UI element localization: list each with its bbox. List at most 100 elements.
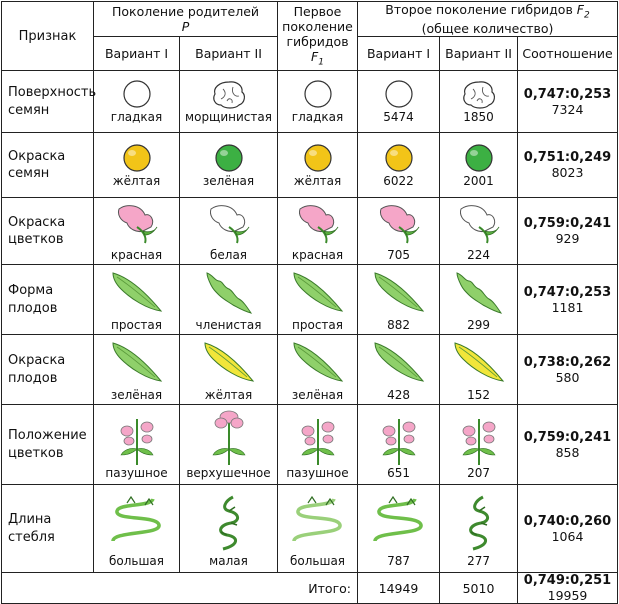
- ratio-value: 0,740:0,260: [523, 513, 612, 529]
- ratio-cell: 0,759:0,241 929: [517, 197, 619, 266]
- cell-label: 705: [387, 247, 410, 262]
- f2-variant2-cell: 207: [439, 404, 519, 486]
- f2-variant1-cell: 6022: [357, 132, 441, 199]
- header-f1-line1: Первое: [293, 4, 342, 19]
- seed-icon: [440, 79, 517, 109]
- pod-icon: [358, 337, 439, 387]
- feature-name: Окраска семян: [1, 132, 94, 199]
- f2-variant1-cell: 651: [357, 404, 441, 486]
- plant-icon: [180, 409, 277, 466]
- plant-icon: [440, 409, 517, 466]
- ratio-total: 858: [555, 444, 580, 460]
- ratio-total: 7324: [551, 101, 584, 117]
- feature-name: Окраска плодов: [1, 334, 94, 406]
- header-parents-symbol: P: [181, 19, 190, 35]
- cell-label: пазушное: [105, 466, 168, 481]
- flower-icon: [180, 201, 277, 247]
- ratio-cell: 0,747:0,253 1181: [517, 264, 619, 336]
- header-f2-symbol: F2: [576, 2, 590, 21]
- f1-cell: пазушное: [277, 404, 359, 486]
- cell-label: 224: [467, 247, 490, 262]
- parent-variant2-cell: жёлтая: [178, 334, 279, 406]
- feature-name: Окраска цветков: [1, 197, 94, 266]
- parent-variant1-cell: пазушное: [93, 404, 180, 486]
- parent-variant1-cell: жёлтая: [93, 132, 180, 199]
- plant-icon: [278, 409, 357, 466]
- seed-icon: [278, 143, 357, 173]
- parent-variant2-cell: верхушечное: [178, 404, 279, 486]
- header-f2-line1: Второе поколение гибридов: [385, 2, 573, 17]
- f1-cell: жёлтая: [277, 132, 359, 199]
- header-f2-variant2: Вариант II: [439, 36, 519, 72]
- ratio-cell: 0,747:0,253 7324: [517, 70, 619, 134]
- f2-variant1-cell: 705: [357, 197, 441, 266]
- total-f2-variant2: 5010: [439, 572, 519, 604]
- header-parent-variant2: Вариант II: [178, 36, 279, 72]
- plant-icon: [358, 409, 439, 466]
- cell-label: членистая: [195, 318, 262, 333]
- ratio-value: 0,738:0,262: [523, 354, 612, 370]
- f2-variant1-cell: 882: [357, 264, 441, 336]
- cell-label: 428: [387, 388, 410, 403]
- seed-icon: [180, 79, 277, 109]
- f1-cell: красная: [277, 197, 359, 266]
- ratio-total: 580: [555, 369, 580, 385]
- parent-variant2-cell: членистая: [178, 264, 279, 336]
- flower-icon: [440, 201, 517, 247]
- header-f1: Первое поколение гибридов F1: [277, 0, 359, 72]
- cell-label: 6022: [383, 173, 414, 188]
- ratio-value: 0,759:0,241: [523, 429, 612, 445]
- cell-label: 1850: [463, 110, 494, 125]
- parent-variant2-cell: белая: [178, 197, 279, 266]
- cell-label: простая: [111, 318, 162, 333]
- pod-icon: [180, 267, 277, 317]
- f1-cell: большая: [277, 484, 359, 574]
- f2-variant2-cell: 152: [439, 334, 519, 406]
- table-row: Окраска цветков красная белая красная 705 224…: [1, 197, 619, 266]
- cell-label: 651: [387, 466, 410, 481]
- header-f2: Второе поколение гибридов F2 (общее коли…: [357, 0, 619, 38]
- header-f1-symbol: F1: [311, 49, 324, 68]
- cell-label: пазушное: [286, 466, 349, 481]
- pod-icon: [440, 267, 517, 317]
- ratio-total: 929: [555, 231, 580, 247]
- cell-label: 207: [467, 466, 490, 481]
- ratio-value: 0,759:0,241: [523, 216, 612, 232]
- table-row: Поверхность семян гладкая морщинистая гладк…: [1, 70, 619, 134]
- cell-label: красная: [291, 247, 344, 262]
- total-row: Итого: 14949 5010 0,749:0,251 19959: [0, 572, 619, 604]
- pod-icon: [278, 267, 357, 317]
- flower-icon: [358, 201, 439, 247]
- seed-icon: [180, 143, 277, 173]
- cell-label: малая: [209, 554, 248, 569]
- table-row: Окраска семян жёлтая зелёная жёлтая 6022 2001…: [1, 132, 619, 199]
- cell-label: 299: [467, 318, 490, 333]
- cell-label: 882: [387, 318, 410, 333]
- cell-label: 152: [467, 388, 490, 403]
- pod-icon: [440, 337, 517, 387]
- ratio-value: 0,747:0,253: [523, 86, 612, 102]
- stem-icon: [94, 489, 179, 553]
- cell-label: простая: [292, 318, 343, 333]
- table-row: Форма плодов простая членистая простая 882 29…: [1, 264, 619, 336]
- table-row: Длина стебля большая малая большая 787 277 0,7…: [1, 484, 619, 574]
- f2-variant1-cell: 5474: [357, 70, 441, 134]
- header-f1-line3: гибридов: [286, 34, 349, 49]
- f1-cell: гладкая: [277, 70, 359, 134]
- f1-cell: зелёная: [277, 334, 359, 406]
- cell-label: зелёная: [291, 388, 344, 403]
- pod-icon: [278, 337, 357, 387]
- parent-variant2-cell: малая: [178, 484, 279, 574]
- header-feature: Признак: [1, 0, 94, 72]
- cell-label: жёлтая: [293, 173, 342, 188]
- seed-icon: [358, 143, 439, 173]
- table-row: Положение цветков пазушное верхушечное пазу…: [1, 404, 619, 486]
- cell-label: большая: [289, 554, 346, 569]
- f2-variant2-cell: 277: [439, 484, 519, 574]
- seed-icon: [94, 143, 179, 173]
- stem-icon: [278, 489, 357, 553]
- ratio-cell: 0,751:0,249 8023: [517, 132, 619, 199]
- header-f1-line2: поколение: [282, 19, 353, 34]
- flower-icon: [278, 201, 357, 247]
